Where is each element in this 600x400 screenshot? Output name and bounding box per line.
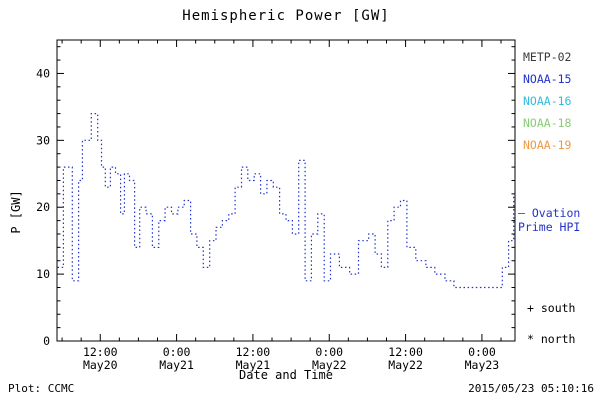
x-tick-date-label: May21 xyxy=(159,358,194,372)
footer-timestamp: 2015/05/23 05:10:16 xyxy=(468,382,594,395)
x-tick-date-label: May22 xyxy=(388,358,423,372)
x-tick-date-label: May22 xyxy=(312,358,347,372)
y-tick-label: 30 xyxy=(36,133,50,147)
y-axis-label: P [GW] xyxy=(9,190,23,234)
y-tick-label: 40 xyxy=(36,66,50,80)
legend-item-noaa-16: NOAA-16 xyxy=(523,94,572,108)
x-tick-time-label: 12:00 xyxy=(236,345,271,359)
y-tick-label: 0 xyxy=(43,334,50,348)
ovation-label-line2: Prime HPI xyxy=(518,220,581,234)
chart-title: Hemispheric Power [GW] xyxy=(182,8,390,24)
legend-item-metp-02: METP-02 xyxy=(523,50,572,64)
x-tick-time-label: 0:00 xyxy=(468,345,496,359)
y-tick-label: 10 xyxy=(36,267,50,281)
north-marker-label: * north xyxy=(527,332,576,346)
south-marker-label: + south xyxy=(527,301,576,315)
x-tick-date-label: May23 xyxy=(465,358,500,372)
footer-plot-source: Plot: CCMC xyxy=(8,382,75,395)
x-axis-label: Date and Time xyxy=(239,368,333,382)
x-tick-date-label: May20 xyxy=(83,358,118,372)
legend-item-noaa-18: NOAA-18 xyxy=(523,116,572,130)
series-line-noaa-15 xyxy=(57,113,515,289)
y-tick-label: 20 xyxy=(36,200,50,214)
plot-frame xyxy=(56,39,516,342)
ovation-prime-hpi-label: — Ovation Prime HPI xyxy=(518,206,580,234)
x-tick-time-label: 0:00 xyxy=(315,345,343,359)
x-tick-time-label: 12:00 xyxy=(83,345,118,359)
legend: METP-02 NOAA-15 NOAA-16 NOAA-18 NOAA-19 xyxy=(523,46,571,156)
legend-item-noaa-15: NOAA-15 xyxy=(523,72,572,86)
x-tick-time-label: 0:00 xyxy=(163,345,191,359)
x-tick-time-label: 12:00 xyxy=(388,345,423,359)
x-tick-date-label: May21 xyxy=(236,358,271,372)
legend-item-noaa-19: NOAA-19 xyxy=(523,138,572,152)
ovation-label-line1: — Ovation xyxy=(518,206,581,220)
